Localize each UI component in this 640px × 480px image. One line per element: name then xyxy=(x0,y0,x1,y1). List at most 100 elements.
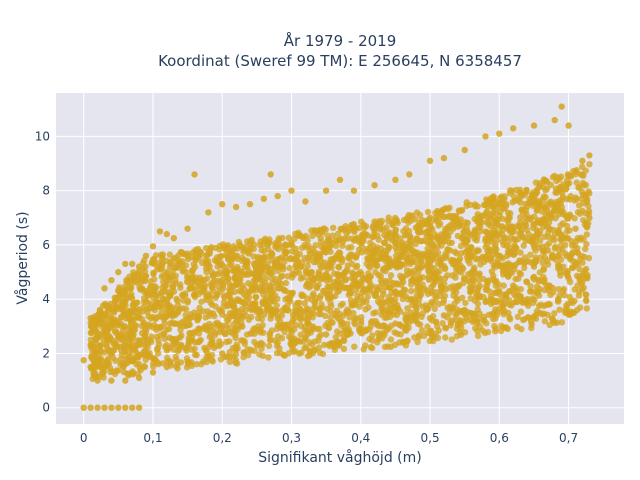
scatter-point xyxy=(322,271,330,278)
scatter-point xyxy=(351,319,358,326)
scatter-point xyxy=(170,346,178,353)
scatter-point xyxy=(292,249,300,257)
scatter-point xyxy=(308,341,316,348)
scatter-point xyxy=(152,252,160,259)
scatter-point xyxy=(191,291,198,298)
scatter-point xyxy=(222,243,229,251)
scatter-point xyxy=(212,303,219,310)
scatter-point xyxy=(384,343,391,350)
scatter-point xyxy=(104,355,112,363)
scatter-point xyxy=(101,404,108,411)
scatter-point xyxy=(347,251,355,258)
scatter-point xyxy=(446,204,453,211)
scatter-point xyxy=(305,257,312,264)
scatter-point xyxy=(444,246,451,253)
scatter-point xyxy=(383,224,390,231)
scatter-point xyxy=(357,325,364,333)
scatter-point xyxy=(87,315,94,322)
scatter-point xyxy=(483,283,490,290)
scatter-point xyxy=(229,330,236,337)
scatter-point xyxy=(475,271,482,279)
scatter-point xyxy=(108,377,115,384)
scatter-point xyxy=(356,224,363,232)
scatter-point xyxy=(141,332,148,340)
scatter-point xyxy=(361,224,368,232)
scatter-point xyxy=(302,243,310,251)
scatter-point xyxy=(520,242,527,249)
scatter-point xyxy=(407,309,415,316)
scatter-point xyxy=(140,319,148,326)
scatter-point xyxy=(361,286,368,294)
scatter-point xyxy=(297,331,304,338)
scatter-point xyxy=(300,234,307,241)
scatter-point xyxy=(492,308,500,315)
scatter-point xyxy=(129,357,136,364)
scatter-point xyxy=(382,257,389,265)
scatter-point xyxy=(544,311,551,318)
scatter-point xyxy=(185,335,192,342)
scatter-point xyxy=(423,306,431,313)
scatter-point xyxy=(129,371,137,378)
scatter-point xyxy=(474,306,481,313)
scatter-point xyxy=(198,298,205,305)
scatter-point xyxy=(551,310,558,317)
scatter-point xyxy=(152,292,160,299)
scatter-point xyxy=(343,310,350,317)
scatter-point xyxy=(581,253,588,261)
scatter-point xyxy=(327,308,334,315)
scatter-point xyxy=(205,353,212,360)
scatter-point xyxy=(406,232,413,239)
scatter-point xyxy=(380,265,387,272)
scatter-point xyxy=(425,255,432,262)
scatter-point xyxy=(496,252,503,259)
scatter-point xyxy=(533,187,540,194)
scatter-point xyxy=(560,210,567,218)
scatter-point xyxy=(498,308,506,315)
scatter-point xyxy=(510,248,518,255)
scatter-point xyxy=(479,327,486,334)
scatter-point xyxy=(288,242,296,249)
scatter-point xyxy=(427,219,434,226)
scatter-point xyxy=(530,288,538,295)
x-tick-label: 0,1 xyxy=(143,431,162,445)
scatter-point xyxy=(459,264,466,271)
scatter-point xyxy=(485,277,493,284)
scatter-point xyxy=(282,254,289,261)
scatter-point xyxy=(248,330,255,337)
scatter-point xyxy=(492,328,499,335)
scatter-point xyxy=(230,321,237,328)
scatter-point xyxy=(199,325,207,332)
scatter-point xyxy=(278,272,286,280)
scatter-point xyxy=(192,257,200,264)
scatter-point xyxy=(367,264,374,271)
scatter-point xyxy=(371,182,378,189)
scatter-point xyxy=(226,247,234,254)
scatter-point xyxy=(135,312,143,319)
scatter-point xyxy=(148,333,155,340)
scatter-point xyxy=(257,287,264,294)
scatter-point xyxy=(181,322,188,330)
scatter-point xyxy=(343,328,351,335)
scatter-point xyxy=(124,370,131,377)
y-tick-label: 8 xyxy=(42,184,50,198)
scatter-point xyxy=(247,245,254,252)
scatter-point xyxy=(395,263,402,270)
scatter-point xyxy=(553,319,561,326)
scatter-point xyxy=(366,254,373,261)
scatter-point xyxy=(158,260,166,267)
scatter-point xyxy=(135,374,143,382)
scatter-point xyxy=(336,176,344,183)
scatter-point xyxy=(512,275,519,283)
scatter-point xyxy=(209,272,216,279)
scatter-point xyxy=(582,219,590,227)
scatter-point xyxy=(467,309,474,317)
scatter-point xyxy=(272,243,279,251)
scatter-point xyxy=(150,270,157,278)
scatter-point xyxy=(450,257,458,264)
scatter-point xyxy=(350,187,358,194)
scatter-point xyxy=(490,272,497,279)
scatter-point xyxy=(305,277,312,284)
scatter-point xyxy=(487,255,494,262)
scatter-point xyxy=(151,260,158,267)
scatter-point xyxy=(142,356,149,363)
